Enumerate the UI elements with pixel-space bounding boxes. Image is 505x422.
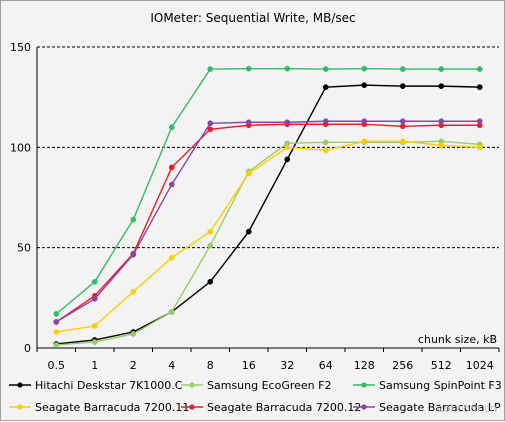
data-point bbox=[323, 66, 328, 71]
data-point bbox=[92, 279, 97, 284]
y-tick-label: 50 bbox=[17, 242, 31, 255]
data-point bbox=[477, 145, 482, 150]
legend: Hitachi Deskstar 7K1000.C Samsung EcoGree… bbox=[9, 379, 502, 414]
data-point bbox=[169, 309, 174, 314]
data-point bbox=[323, 148, 328, 153]
data-point bbox=[208, 121, 213, 126]
legend-swatch-marker bbox=[361, 404, 366, 409]
data-point bbox=[400, 119, 405, 124]
data-point bbox=[54, 311, 59, 316]
data-point bbox=[169, 182, 174, 187]
data-point bbox=[54, 319, 59, 324]
x-tick-label: 8 bbox=[207, 359, 214, 372]
legend-swatch-marker bbox=[17, 382, 22, 387]
y-tick-label: 100 bbox=[10, 141, 31, 154]
data-point bbox=[362, 83, 367, 88]
data-point bbox=[477, 66, 482, 71]
watermark: zol.com.cn bbox=[438, 402, 497, 415]
data-point bbox=[323, 140, 328, 145]
y-tick-label: 150 bbox=[10, 41, 31, 54]
data-point bbox=[362, 139, 367, 144]
data-point bbox=[477, 85, 482, 90]
data-point bbox=[246, 120, 251, 125]
legend-label: Seagate Barracuda 7200.12 bbox=[207, 401, 361, 414]
data-point bbox=[285, 157, 290, 162]
data-point bbox=[439, 84, 444, 89]
data-point bbox=[285, 66, 290, 71]
legend-swatch-marker bbox=[361, 382, 366, 387]
x-tick-label: 512 bbox=[431, 359, 452, 372]
x-axis-label: chunk size, kB bbox=[418, 333, 497, 346]
data-point bbox=[131, 331, 136, 336]
legend-label: Seagate Barracuda 7200.11 bbox=[35, 401, 189, 414]
x-tick-label: 32 bbox=[280, 359, 294, 372]
data-point bbox=[92, 296, 97, 301]
x-tick-label: 1 bbox=[91, 359, 98, 372]
data-point bbox=[246, 66, 251, 71]
data-point bbox=[439, 119, 444, 124]
legend-label: Samsung SpinPoint F3 bbox=[379, 379, 502, 392]
data-point bbox=[92, 339, 97, 344]
legend-swatch-marker bbox=[189, 382, 194, 387]
data-point bbox=[208, 243, 213, 248]
data-point bbox=[54, 329, 59, 334]
data-point bbox=[169, 165, 174, 170]
x-tick-label: 64 bbox=[319, 359, 333, 372]
x-tick-label: 4 bbox=[168, 359, 175, 372]
data-point bbox=[169, 255, 174, 260]
data-point bbox=[208, 279, 213, 284]
data-point bbox=[208, 66, 213, 71]
x-tick-label: 2 bbox=[130, 359, 137, 372]
chart-title: IOMeter: Sequential Write, MB/sec bbox=[150, 11, 355, 25]
legend-swatch-marker bbox=[17, 404, 22, 409]
data-point bbox=[400, 124, 405, 129]
x-tick-label: 16 bbox=[242, 359, 256, 372]
data-point bbox=[285, 120, 290, 125]
data-point bbox=[323, 119, 328, 124]
data-point bbox=[169, 125, 174, 130]
data-point bbox=[131, 217, 136, 222]
data-point bbox=[400, 139, 405, 144]
data-point bbox=[131, 289, 136, 294]
legend-label: Samsung EcoGreen F2 bbox=[207, 379, 331, 392]
x-tick-label: 128 bbox=[354, 359, 375, 372]
data-point bbox=[92, 323, 97, 328]
data-point bbox=[131, 252, 136, 257]
y-tick-label: 0 bbox=[24, 342, 31, 355]
data-point bbox=[439, 143, 444, 148]
x-tick-label: 256 bbox=[392, 359, 413, 372]
data-point bbox=[362, 119, 367, 124]
data-point bbox=[439, 66, 444, 71]
data-point bbox=[285, 145, 290, 150]
x-tick-label: 1024 bbox=[466, 359, 494, 372]
data-point bbox=[54, 342, 59, 347]
data-point bbox=[400, 66, 405, 71]
plot-area bbox=[37, 47, 499, 348]
data-point bbox=[362, 66, 367, 71]
legend-swatch-marker bbox=[189, 404, 194, 409]
data-point bbox=[246, 229, 251, 234]
data-point bbox=[246, 171, 251, 176]
data-point bbox=[323, 85, 328, 90]
x-tick-label: 0.5 bbox=[48, 359, 66, 372]
data-point bbox=[208, 229, 213, 234]
legend-label: Hitachi Deskstar 7K1000.C bbox=[35, 379, 183, 392]
data-point bbox=[400, 84, 405, 89]
data-point bbox=[477, 119, 482, 124]
